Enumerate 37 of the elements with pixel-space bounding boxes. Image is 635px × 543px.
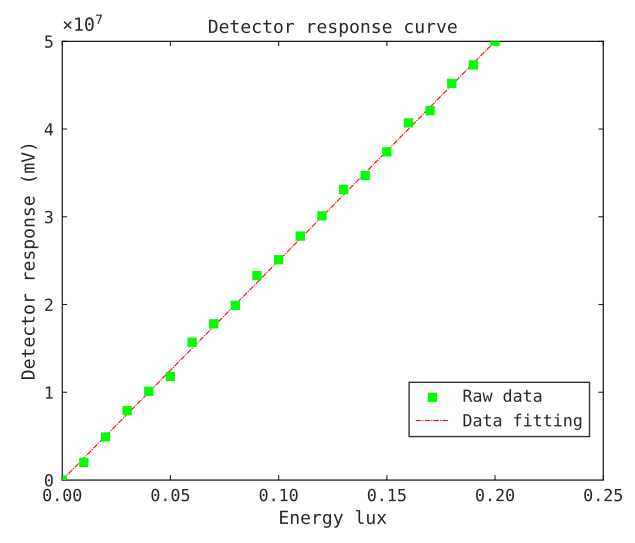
x-axis-title: Energy lux <box>280 510 386 528</box>
point <box>100 432 110 442</box>
point <box>79 458 89 468</box>
point <box>382 147 392 156</box>
legend-label: Data fitting <box>464 414 582 430</box>
y-tick-label: 5 <box>45 35 53 48</box>
y-tick-label: 1 <box>46 386 53 399</box>
x-tick-label: 0.00 <box>43 488 82 502</box>
text: ×10$^{7}$ <box>64 14 102 32</box>
x-tick-label: 0.15 <box>368 488 406 502</box>
point <box>187 338 197 347</box>
point <box>404 118 414 128</box>
point <box>317 211 327 221</box>
point <box>338 184 348 194</box>
point <box>425 106 435 116</box>
y-tick-label: 3 <box>44 210 53 224</box>
point <box>166 372 176 382</box>
y-tick-label: 4 <box>44 123 54 136</box>
y-tick-label: 0 <box>44 474 53 487</box>
x-tick-label: 0.10 <box>260 488 298 502</box>
x-tick-label: 0.20 <box>476 488 514 502</box>
point <box>144 386 154 396</box>
point <box>274 255 284 264</box>
point <box>209 319 218 328</box>
point <box>468 60 478 70</box>
point <box>252 270 262 280</box>
x-tick-label: 0.25 <box>584 488 622 502</box>
point <box>296 231 305 241</box>
legend-label: Raw data <box>464 389 542 402</box>
point <box>447 78 456 88</box>
y-axis-title: Detector response (mV) <box>20 144 38 380</box>
y-tick-label: 2 <box>45 298 52 311</box>
point <box>360 170 370 180</box>
x-tick-label: 0.05 <box>151 488 190 502</box>
point <box>122 406 132 416</box>
point <box>230 300 240 310</box>
chart-title: Detector response curve <box>208 20 457 37</box>
